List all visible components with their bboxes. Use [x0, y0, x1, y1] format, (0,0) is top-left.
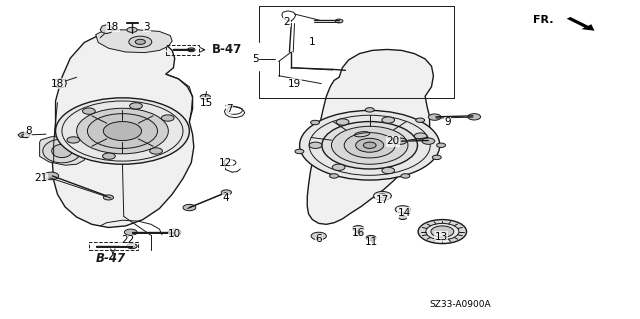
Text: 13: 13: [435, 232, 448, 242]
Circle shape: [161, 115, 174, 121]
Circle shape: [311, 232, 326, 240]
Circle shape: [322, 122, 417, 169]
Circle shape: [382, 167, 395, 174]
Circle shape: [422, 138, 435, 144]
Circle shape: [44, 172, 59, 180]
Polygon shape: [18, 132, 30, 137]
Circle shape: [332, 126, 408, 164]
Circle shape: [382, 117, 395, 123]
Circle shape: [102, 153, 115, 159]
Circle shape: [468, 114, 481, 120]
Text: 2: 2: [284, 17, 290, 27]
Text: 22: 22: [121, 235, 134, 245]
Text: 19: 19: [288, 78, 301, 89]
Circle shape: [374, 191, 392, 200]
Circle shape: [127, 244, 137, 249]
Circle shape: [83, 108, 95, 114]
Circle shape: [330, 174, 339, 178]
Circle shape: [150, 148, 163, 154]
Text: 10: 10: [168, 229, 181, 239]
Circle shape: [200, 94, 211, 100]
Circle shape: [103, 122, 141, 141]
Text: 14: 14: [397, 208, 411, 218]
Circle shape: [88, 114, 157, 148]
Text: 4: 4: [222, 193, 229, 203]
Circle shape: [395, 206, 410, 213]
Text: B-47: B-47: [212, 43, 242, 56]
Circle shape: [300, 110, 440, 180]
Text: 18: 18: [51, 78, 64, 89]
Circle shape: [67, 137, 80, 143]
Ellipse shape: [52, 144, 72, 158]
Text: 5: 5: [252, 54, 259, 64]
Circle shape: [431, 226, 454, 237]
Circle shape: [428, 114, 441, 120]
Text: 16: 16: [351, 228, 365, 238]
Circle shape: [188, 48, 195, 52]
FancyArrow shape: [566, 17, 595, 31]
Circle shape: [168, 229, 181, 235]
Circle shape: [124, 229, 137, 235]
Polygon shape: [100, 25, 113, 33]
Circle shape: [309, 142, 322, 148]
Text: 12: 12: [219, 158, 232, 168]
Circle shape: [426, 223, 459, 240]
Circle shape: [22, 134, 29, 138]
Circle shape: [336, 119, 349, 125]
Circle shape: [432, 155, 441, 160]
Ellipse shape: [43, 139, 81, 163]
Circle shape: [399, 216, 406, 219]
Circle shape: [135, 39, 145, 44]
Text: 11: 11: [364, 237, 378, 247]
Text: 20: 20: [387, 136, 400, 146]
Circle shape: [103, 195, 113, 200]
Circle shape: [418, 219, 467, 244]
Circle shape: [356, 138, 384, 152]
Circle shape: [335, 19, 343, 23]
Circle shape: [414, 133, 427, 139]
Text: 9: 9: [444, 117, 451, 127]
Circle shape: [365, 108, 374, 112]
Circle shape: [436, 143, 445, 147]
Circle shape: [353, 226, 364, 231]
Circle shape: [364, 142, 376, 148]
Circle shape: [332, 164, 345, 170]
Circle shape: [56, 98, 189, 164]
Text: 15: 15: [200, 98, 213, 108]
Circle shape: [401, 174, 410, 178]
Circle shape: [127, 27, 137, 33]
Text: 7: 7: [226, 104, 233, 114]
Circle shape: [183, 204, 196, 211]
Text: 17: 17: [376, 195, 389, 205]
Circle shape: [129, 36, 152, 48]
Circle shape: [130, 103, 142, 109]
Polygon shape: [96, 30, 172, 53]
Polygon shape: [40, 137, 86, 165]
Circle shape: [366, 235, 376, 241]
Polygon shape: [54, 78, 67, 88]
Circle shape: [221, 190, 232, 195]
Circle shape: [344, 133, 395, 158]
Text: 6: 6: [316, 234, 322, 244]
Polygon shape: [307, 49, 433, 224]
Circle shape: [295, 149, 304, 154]
Circle shape: [310, 120, 319, 125]
Text: SZ33-A0900A: SZ33-A0900A: [429, 300, 491, 309]
Text: 18: 18: [106, 22, 120, 32]
Circle shape: [355, 232, 362, 236]
Text: B-47: B-47: [96, 252, 126, 265]
Circle shape: [416, 118, 424, 122]
Polygon shape: [52, 32, 194, 227]
Text: 8: 8: [25, 126, 31, 136]
Text: 3: 3: [143, 22, 150, 32]
Circle shape: [394, 138, 406, 144]
Text: 21: 21: [35, 174, 47, 183]
Circle shape: [77, 108, 168, 154]
Text: 1: 1: [309, 38, 316, 48]
Text: FR.: FR.: [533, 15, 554, 26]
